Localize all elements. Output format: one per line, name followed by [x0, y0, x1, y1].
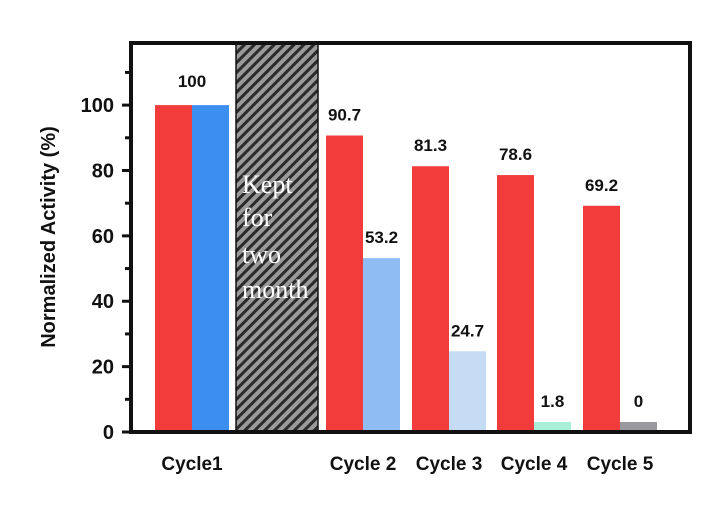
- data-label: 69.2: [585, 176, 618, 195]
- bar-second-cycle4: [534, 422, 571, 432]
- x-tick-label: Cycle 3: [416, 454, 483, 475]
- data-label: 53.2: [365, 228, 398, 247]
- y-tick-label: 60: [92, 226, 114, 248]
- annotation-line: two: [242, 240, 281, 269]
- y-tick-label: 0: [103, 422, 114, 444]
- bar-red-cycle5: [583, 205, 620, 432]
- annotation-line: Kept: [242, 170, 293, 199]
- data-label: 78.6: [499, 145, 532, 164]
- x-tick-label: Cycle 2: [330, 454, 397, 475]
- bar-second-cycle2: [363, 258, 400, 432]
- y-axis-label: Normalized Activity (%): [38, 126, 60, 348]
- bar-red-cycle1: [155, 105, 192, 432]
- data-label: 24.7: [451, 321, 484, 340]
- storage-annotation: Kept for two month: [235, 42, 319, 433]
- x-tick-label: Cycle1: [161, 454, 223, 475]
- y-tick-label: 100: [81, 95, 114, 117]
- data-label: 0: [634, 392, 643, 411]
- annotation-line: month: [242, 275, 308, 304]
- data-label: 81.3: [414, 136, 447, 155]
- x-tick-label: Cycle 4: [501, 454, 568, 475]
- bar-red-cycle3: [412, 166, 449, 433]
- x-tick-label: Cycle 5: [587, 454, 654, 475]
- y-tick-label: 80: [92, 160, 114, 182]
- annotation-line: for: [242, 203, 273, 232]
- data-label: 1.8: [541, 392, 565, 411]
- bar-second-cycle5: [620, 422, 657, 432]
- bar-second-cycle3: [449, 351, 486, 432]
- plot-frame: [129, 41, 692, 434]
- hatched-storage-region: [235, 42, 319, 433]
- bar-red-cycle4: [497, 175, 534, 433]
- y-tick-label: 40: [92, 291, 114, 313]
- data-label: 100: [178, 72, 206, 91]
- bar-second-cycle1: [192, 105, 229, 432]
- bar-red-cycle2: [326, 135, 363, 433]
- y-tick-label: 20: [92, 357, 114, 379]
- data-label: 90.7: [328, 106, 361, 125]
